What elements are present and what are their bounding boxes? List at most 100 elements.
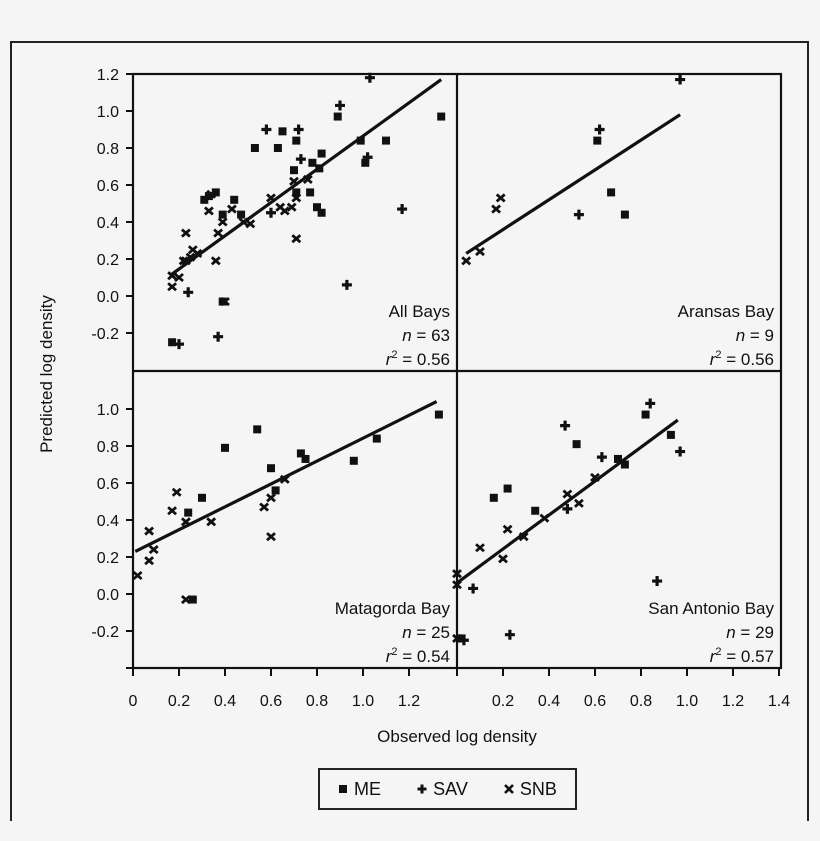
panel-san-antonio-bay: San Antonio Bay n = 29 r2 = 0.57 (452, 398, 774, 666)
x-axis-title: Observed log density (377, 727, 537, 746)
legend-label-me: ME (354, 778, 382, 799)
y-tick-label: 0.0 (97, 587, 119, 604)
snb-point (491, 204, 502, 214)
y-tick-label: 0.2 (97, 550, 119, 567)
square-marker-icon (338, 784, 348, 794)
snb-point (498, 554, 508, 564)
legend-item-snb: SNB (504, 779, 557, 800)
me-point (607, 188, 616, 197)
regression-line (465, 113, 681, 255)
snb-point (180, 228, 191, 238)
sav-point (645, 398, 656, 409)
snb-point (180, 594, 191, 605)
me-point (267, 464, 275, 473)
me-point (372, 434, 381, 443)
snb-point (291, 193, 302, 203)
sav-point (183, 287, 194, 298)
me-point (292, 188, 301, 197)
legend-label-sav: SAV (433, 778, 468, 799)
panel-r2: r2 = 0.57 (710, 646, 774, 666)
me-point (168, 338, 177, 347)
y-tick-label: 0.4 (97, 513, 119, 530)
y-tick-label: 1.0 (97, 402, 119, 419)
x-tick-label: 0 (129, 693, 138, 710)
panel-r2: r2 = 0.56 (386, 349, 450, 369)
snb-point (167, 282, 178, 292)
x-tick-label: 0.6 (260, 693, 282, 710)
me-point (237, 210, 246, 219)
legend-label-snb: SNB (519, 778, 557, 799)
me-point (211, 188, 220, 197)
x-tick-label: 0.2 (168, 693, 190, 710)
me-point (188, 595, 197, 604)
me-point (271, 486, 280, 495)
sav-point (295, 154, 306, 165)
me-point (296, 449, 305, 458)
snb-point (226, 204, 237, 214)
x-tick-label: 1.0 (352, 693, 374, 710)
panel-n: n = 25 (402, 623, 450, 642)
me-point (434, 410, 443, 419)
me-point (218, 210, 227, 219)
snb-point (502, 524, 513, 534)
panel-n: n = 29 (726, 623, 774, 642)
y-tick-label: 0.0 (97, 289, 119, 306)
legend-item-me: ME (338, 779, 381, 800)
me-point (503, 484, 512, 493)
x-tick-label: 1.4 (768, 693, 790, 710)
me-point (317, 208, 326, 217)
sav-point (213, 331, 224, 342)
snb-point (266, 532, 276, 542)
me-point (356, 136, 365, 145)
y-tick-label: 0.6 (97, 178, 119, 195)
snb-point (192, 248, 203, 259)
sav-point (362, 152, 373, 163)
snb-point (206, 517, 217, 527)
snb-point (167, 271, 178, 281)
me-point (306, 188, 315, 197)
sav-point (594, 124, 605, 135)
panel-aransas-bay: Aransas Bay n = 9 r2 = 0.56 (461, 74, 775, 369)
me-point (531, 506, 540, 515)
sav-point (335, 100, 345, 111)
me-point (315, 164, 324, 173)
me-point (198, 493, 206, 502)
snb-point (144, 526, 155, 536)
sav-point (293, 124, 304, 135)
x-tick-label: 0.4 (538, 693, 560, 710)
snb-point (245, 219, 256, 229)
snb-point (452, 569, 462, 579)
snb-point (302, 174, 313, 185)
snb-point (279, 474, 290, 484)
me-point (333, 112, 342, 121)
snb-point (144, 556, 155, 566)
x-marker-icon (504, 784, 514, 794)
snb-point (539, 513, 550, 523)
sav-point (652, 576, 663, 587)
x-tick-label: 1.0 (676, 693, 698, 710)
snb-point (291, 234, 302, 244)
me-point (184, 508, 193, 517)
me-point (278, 127, 287, 136)
panel-matagorda-bay: Matagorda Bay n = 25 r2 = 0.54 (132, 400, 450, 666)
me-point (593, 136, 602, 145)
me-point (349, 456, 358, 465)
snb-point (452, 580, 462, 590)
x-tick-label: 1.2 (398, 693, 420, 710)
me-point (218, 297, 227, 306)
snb-point (185, 252, 196, 262)
snb-point (217, 217, 228, 227)
x-tick-label: 0.8 (306, 693, 328, 710)
panel-title: Aransas Bay (678, 302, 775, 321)
y-tick-label: -0.2 (91, 326, 119, 343)
panel-n: n = 63 (402, 326, 450, 345)
snb-point (452, 633, 462, 643)
snb-point (562, 489, 573, 499)
sav-point (261, 124, 272, 135)
me-point (382, 136, 390, 145)
me-point (437, 112, 446, 121)
sav-point (174, 339, 184, 350)
panel-r2: r2 = 0.56 (710, 349, 774, 369)
snb-point (289, 176, 299, 186)
